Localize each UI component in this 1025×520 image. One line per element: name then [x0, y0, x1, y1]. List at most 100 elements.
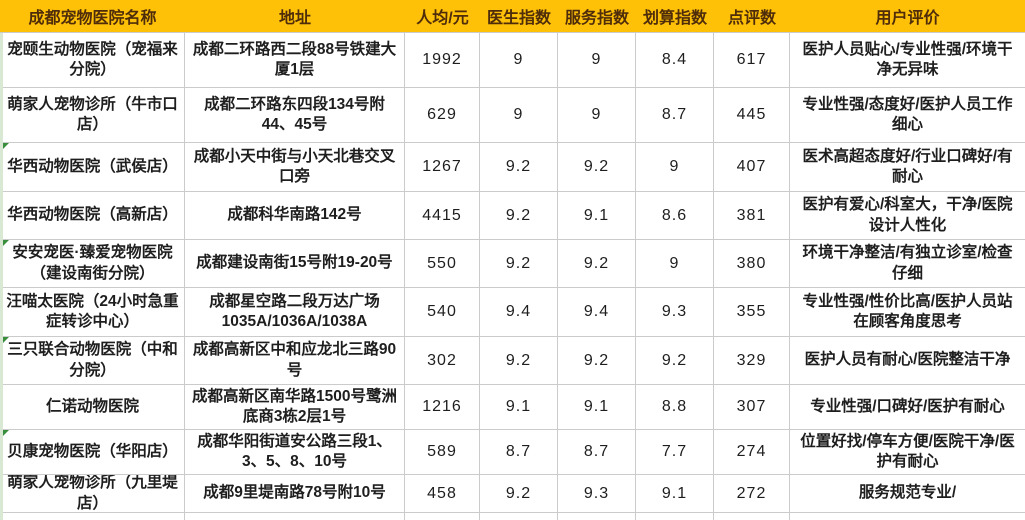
cell-text: 9 [513, 106, 524, 124]
cell-price-per-person: 540 [405, 288, 480, 337]
cell-text: 9.3 [661, 303, 688, 321]
cell-text: 8.4 [661, 51, 688, 69]
cell-value-index: 8.8 [636, 385, 714, 430]
cell-address: 成都二环路西二段88号铁建大厦1层 [185, 33, 405, 88]
cell-text: 9.1 [661, 484, 688, 502]
cell-hospital-name: 萌家人宠物诊所（九里堤店） [0, 475, 185, 513]
cell-value-index: 9 [636, 143, 714, 192]
partial-next-row-cell [558, 513, 636, 520]
cell-doctor-index: 8.7 [480, 430, 558, 475]
cell-address: 成都科华南路142号 [185, 192, 405, 240]
cell-price-per-person: 629 [405, 88, 480, 143]
partial-next-row-cell [0, 513, 185, 520]
cell-text: 9.2 [583, 158, 610, 176]
cell-text: 环境干净整洁/有独立诊室/检查仔细 [802, 244, 1013, 282]
cell-text: 萌家人宠物诊所（九里堤店） [7, 475, 178, 512]
cell-text: 307 [736, 398, 767, 416]
cell-address: 成都小天中街与小天北巷交叉口旁 [185, 143, 405, 192]
cell-text: 医护人员有耐心/医院整洁干净 [804, 351, 1011, 369]
cell-text: 9.4 [583, 303, 610, 321]
cell-hospital-name: 安安宠医·臻爱宠物医院（建设南街分院） [0, 240, 185, 288]
cell-text: 成都建设南街15号附19-20号 [196, 254, 393, 272]
cell-address: 成都高新区中和应龙北三路90号 [185, 337, 405, 385]
cell-service-index: 9.3 [558, 475, 636, 513]
cell-text: 9 [591, 51, 602, 69]
cell-address: 成都华阳街道安公路三段1、3、5、8、10号 [185, 430, 405, 475]
cell-text: 医术高超态度好/行业口碑好/有耐心 [802, 147, 1013, 185]
cell-text: 9.2 [505, 206, 532, 224]
cell-text: 专业性强/性价比高/医护人员站在顾客角度思考 [802, 292, 1013, 330]
cell-value-index: 9.1 [636, 475, 714, 513]
column-header-hospital-name: 成都宠物医院名称 [0, 0, 185, 33]
cell-text: 9 [669, 254, 680, 272]
cell-doctor-index: 9.1 [480, 385, 558, 430]
cell-hospital-name: 华西动物医院（高新店） [0, 192, 185, 240]
column-header-price-per-person: 人均/元 [405, 0, 480, 33]
cell-text: 540 [427, 303, 457, 321]
partial-next-row-cell [790, 513, 1025, 520]
cell-text: 9.2 [583, 351, 610, 369]
cell-text: 8.7 [505, 443, 532, 461]
cell-value-index: 9.2 [636, 337, 714, 385]
cell-text: 三只联合动物医院（中和分院） [7, 341, 178, 379]
cell-value-index: 8.4 [636, 33, 714, 88]
cell-text: 8.6 [661, 206, 688, 224]
cell-text: 9.2 [505, 351, 532, 369]
cell-text: 成都小天中街与小天北巷交叉口旁 [193, 147, 396, 185]
cell-doctor-index: 9 [480, 33, 558, 88]
cell-user-comments: 环境干净整洁/有独立诊室/检查仔细 [790, 240, 1025, 288]
cell-service-index: 9.2 [558, 240, 636, 288]
cell-text: 4415 [422, 206, 462, 224]
column-header-service-index: 服务指数 [558, 0, 636, 33]
cell-text: 华西动物医院（高新店） [7, 206, 178, 224]
cell-user-comments: 服务规范专业/ [790, 475, 1025, 513]
cell-text: 407 [736, 158, 767, 176]
cell-price-per-person: 1992 [405, 33, 480, 88]
cell-service-index: 9 [558, 33, 636, 88]
cell-text: 专业性强/态度好/医护人员工作细心 [802, 95, 1013, 133]
cell-text: 9.3 [583, 484, 610, 502]
cell-user-comments: 专业性强/态度好/医护人员工作细心 [790, 88, 1025, 143]
cell-text: 329 [736, 351, 767, 369]
cell-review-count: 380 [714, 240, 790, 288]
cell-review-count: 381 [714, 192, 790, 240]
cell-value-index: 9.3 [636, 288, 714, 337]
cell-value-index: 8.6 [636, 192, 714, 240]
adjacent-column-edge-strip [0, 33, 3, 520]
cell-hospital-name: 华西动物医院（武侯店） [0, 143, 185, 192]
cell-service-index: 9.4 [558, 288, 636, 337]
cell-price-per-person: 550 [405, 240, 480, 288]
column-header-review-count: 点评数 [714, 0, 790, 33]
cell-price-per-person: 1267 [405, 143, 480, 192]
cell-text: 589 [427, 443, 457, 461]
cell-user-comments: 位置好找/停车方便/医院干净/医护有耐心 [790, 430, 1025, 475]
cell-text: 成都9里堤南路78号附10号 [203, 484, 386, 502]
cell-value-index: 9 [636, 240, 714, 288]
cell-text: 629 [427, 106, 457, 124]
cell-doctor-index: 9.4 [480, 288, 558, 337]
cell-service-index: 9 [558, 88, 636, 143]
cell-value-index: 8.7 [636, 88, 714, 143]
cell-text: 成都二环路东四段134号附44、45号 [204, 95, 385, 133]
cell-text: 成都华阳街道安公路三段1、3、5、8、10号 [197, 432, 392, 470]
partial-next-row-cell [714, 513, 790, 520]
cell-text: 9.2 [505, 158, 532, 176]
cell-text: 医护人员贴心/专业性强/环境干净无异味 [802, 40, 1013, 78]
cell-text: 成都星空路二段万达广场1035A/1036A/1038A [209, 292, 380, 330]
cell-text: 华西动物医院（武侯店） [7, 157, 178, 175]
cell-doctor-index: 9.2 [480, 143, 558, 192]
cell-price-per-person: 302 [405, 337, 480, 385]
cell-text: 仁诺动物医院 [45, 397, 139, 415]
cell-hospital-name: 汪喵太医院（24小时急重症转诊中心） [0, 288, 185, 337]
cell-review-count: 617 [714, 33, 790, 88]
cell-address: 成都9里堤南路78号附10号 [185, 475, 405, 513]
cell-hospital-name: 三只联合动物医院（中和分院） [0, 337, 185, 385]
cell-price-per-person: 1216 [405, 385, 480, 430]
green-corner-marker-icon [1, 143, 9, 151]
cell-doctor-index: 9.2 [480, 192, 558, 240]
cell-text: 9 [591, 106, 602, 124]
cell-value-index: 7.7 [636, 430, 714, 475]
cell-text: 专业性强/口碑好/医护有耐心 [810, 397, 1005, 415]
cell-text: 8.7 [661, 106, 688, 124]
